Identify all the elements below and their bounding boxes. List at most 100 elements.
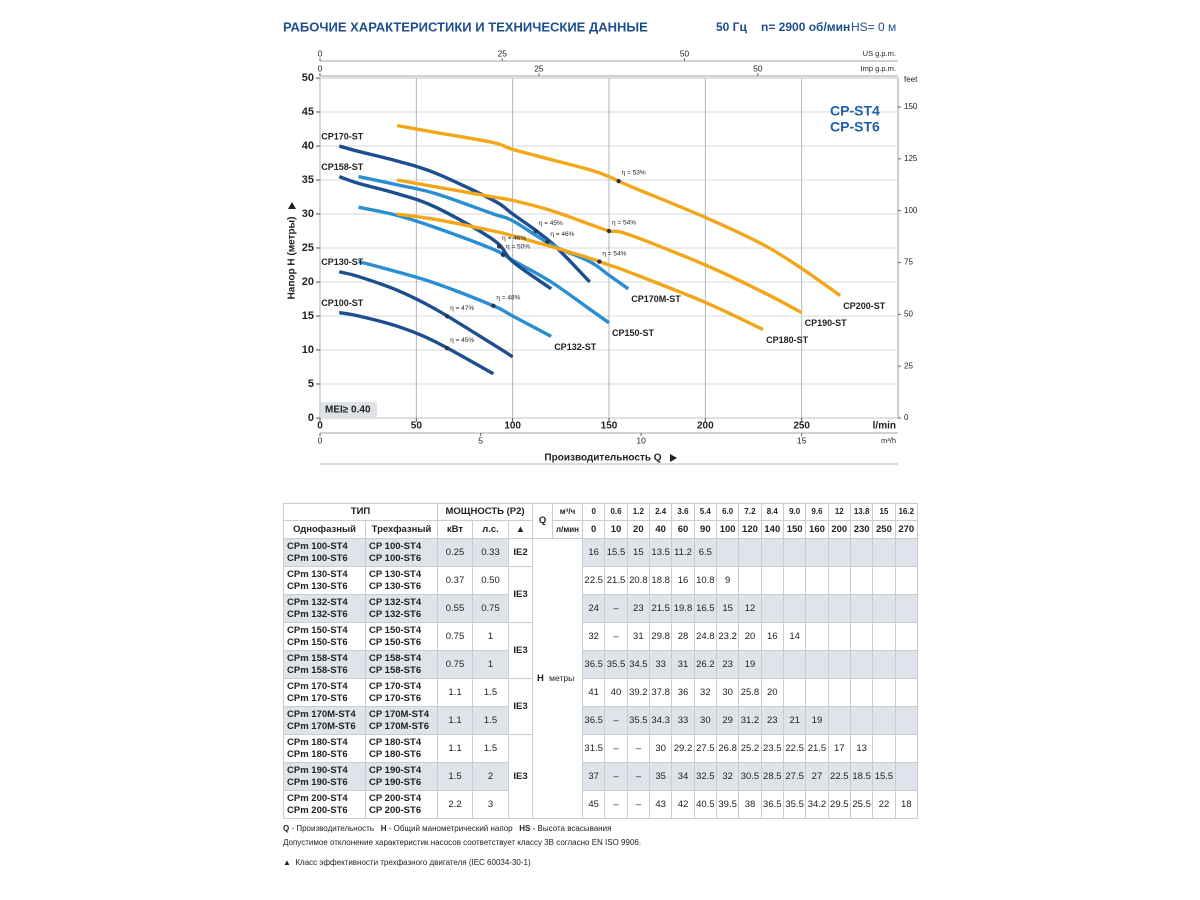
head-value: 43 xyxy=(648,790,673,819)
model-name: CPm 132-ST4 xyxy=(287,596,348,608)
head-value: 19.8 xyxy=(671,594,695,623)
eta-point xyxy=(616,178,621,184)
empty-cell xyxy=(872,706,896,735)
q-lmin: 100 xyxy=(715,520,740,539)
head-value: 35 xyxy=(648,762,673,791)
eta-label: η = 54% xyxy=(612,220,636,227)
head-value: 36.5 xyxy=(582,706,606,735)
note-key: Q xyxy=(283,824,290,833)
head-value: 41 xyxy=(582,678,606,707)
head-value: 30 xyxy=(693,706,717,735)
header-cell: Однофазный xyxy=(283,520,366,539)
q-m3h: 3.6 xyxy=(671,503,695,521)
head-value: 35.5 xyxy=(626,706,651,735)
head-value: 9 xyxy=(715,566,740,595)
head-value: – xyxy=(626,790,651,819)
note-text: - Общий манометрический напор xyxy=(388,824,513,833)
eta-label: η = 48% xyxy=(496,295,520,302)
empty-cell xyxy=(827,566,851,595)
head-value: 27.5 xyxy=(693,734,717,763)
power-hp: 1 xyxy=(472,650,509,679)
head-value: 11.2 xyxy=(671,538,695,567)
three-phase-model: CP 170-ST4 CP 170-ST6 xyxy=(365,678,438,707)
eta-point xyxy=(496,244,502,249)
empty-cell xyxy=(760,594,784,623)
header-cell: кВт xyxy=(437,520,473,539)
secondary-tick-label: 15 xyxy=(797,435,807,445)
head-value: – xyxy=(604,594,628,623)
eta-label: η = 54% xyxy=(602,250,626,257)
single-phase-model: CPm 180-ST4 CPm 180-ST6 xyxy=(283,734,366,763)
secondary-axis-label: m³/h xyxy=(881,436,896,445)
table-row: CPm 170M-ST4 CPm 170M-ST6 CP 170M-ST4 CP 17… xyxy=(283,706,918,735)
ie-class: IE3 xyxy=(507,622,534,679)
single-phase-model: CPm 130-ST4 CPm 130-ST6 xyxy=(283,566,366,595)
head-value: 31 xyxy=(671,650,695,679)
empty-cell xyxy=(827,706,851,735)
head-value: 21.5 xyxy=(805,734,829,763)
table-row: CPm 190-ST4 CPm 190-ST6 CP 190-ST4 CP 190-S… xyxy=(283,762,918,791)
pump-curve xyxy=(396,212,764,332)
x-tick-label: 150 xyxy=(601,421,618,432)
q-m3h: 0 xyxy=(582,503,606,521)
head-symbol: H xyxy=(537,673,544,684)
empty-cell xyxy=(827,622,851,651)
empty-cell xyxy=(894,538,918,567)
head-value: 25.2 xyxy=(738,734,762,763)
head-label: H метры xyxy=(532,538,584,819)
head-value: 31.2 xyxy=(738,706,762,735)
q-m3h: 15 xyxy=(872,503,896,521)
head-value: – xyxy=(604,762,628,791)
pump-curve xyxy=(338,310,495,376)
note-text: - Высота всасывания xyxy=(532,824,612,833)
x-tick-label: 100 xyxy=(504,421,521,432)
head-value: 10.8 xyxy=(693,566,717,595)
ie-class: IE3 xyxy=(507,566,534,623)
pump-curve xyxy=(338,270,514,359)
chart: РАБОЧИЕ ХАРАКТЕРИСТИКИ И ТЕХНИЧЕСКИЕ ДАН… xyxy=(283,19,918,465)
head-value: 23 xyxy=(626,594,651,623)
empty-cell xyxy=(760,566,784,595)
curve-label: CP190-ST xyxy=(805,318,848,328)
head-value: 15 xyxy=(715,594,740,623)
curves xyxy=(338,123,842,376)
head-value: 14 xyxy=(782,622,807,651)
empty-cell xyxy=(894,622,918,651)
head-value: 22.5 xyxy=(582,566,606,595)
head-value: 37.8 xyxy=(648,678,673,707)
empty-cell xyxy=(894,678,918,707)
ie-symbol: ▲ xyxy=(283,858,291,867)
head-value: 21.5 xyxy=(648,594,673,623)
power-hp: 0.75 xyxy=(472,594,509,623)
model-name: CPm 170-ST4 xyxy=(287,680,348,692)
model-name: CPm 190-ST6 xyxy=(287,776,348,788)
curve-label: CP130-ST xyxy=(321,257,364,267)
model-name: CPm 158-ST4 xyxy=(287,652,348,664)
head-value: 18 xyxy=(894,790,918,819)
empty-cell xyxy=(849,566,874,595)
ie-text: Класс эффективности трехфазного двигател… xyxy=(295,858,531,867)
model-name: CP 180-ST6 xyxy=(369,748,422,760)
empty-cell xyxy=(782,678,807,707)
y2-tick-label: 25 xyxy=(904,361,913,370)
header-cell: Q xyxy=(532,503,554,539)
model-name: CPm 170M-ST4 xyxy=(287,708,356,720)
head-value: – xyxy=(626,762,651,791)
model-name: CP 190-ST6 xyxy=(369,776,422,788)
head-value: 23.2 xyxy=(715,622,740,651)
head-value: 32.5 xyxy=(693,762,717,791)
model-name: CP 132-ST6 xyxy=(369,608,422,620)
header-cell: ТИП xyxy=(283,503,438,521)
table-row: CPm 158-ST4 CPm 158-ST6 CP 158-ST4 CP 158-S… xyxy=(283,650,918,679)
q-m3h: 7.2 xyxy=(738,503,762,521)
head-value: 22 xyxy=(872,790,896,819)
header-cell: Трехфазный xyxy=(365,520,438,539)
power-hp: 1.5 xyxy=(472,706,509,735)
y2-tick-label: 50 xyxy=(904,309,913,318)
y-tick-label: 40 xyxy=(302,140,314,152)
head-value: 22.5 xyxy=(827,762,851,791)
y-tick-label: 50 xyxy=(302,72,314,84)
q-m3h: 9.6 xyxy=(805,503,829,521)
